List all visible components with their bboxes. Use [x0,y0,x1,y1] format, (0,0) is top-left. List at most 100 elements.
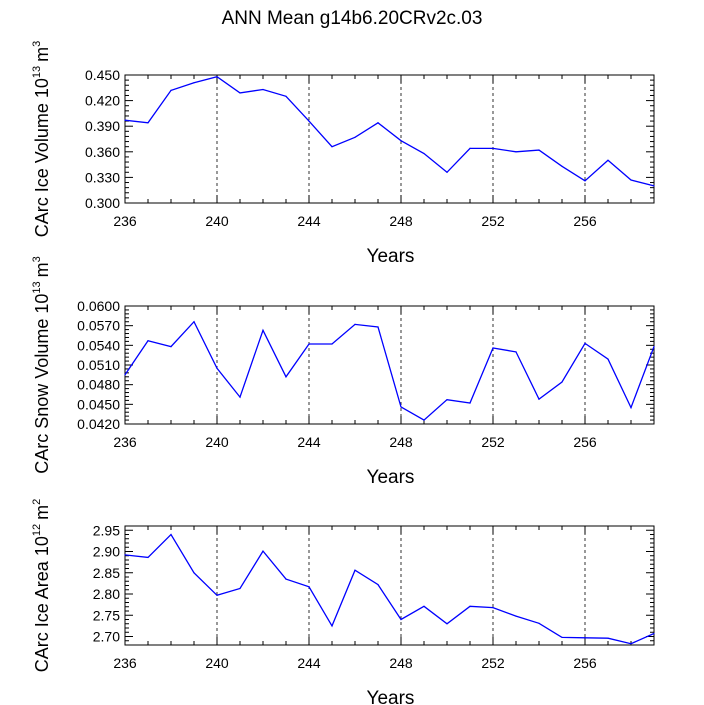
y-tick-label: 0.360 [85,144,120,160]
data-point [285,376,287,378]
y-axis-label-unit: m [32,262,52,277]
panel-3: 2.70 2.75 2.80 2.85 2.90 2.95 236 240 244 248 252 2… [31,499,655,705]
data-point [216,367,218,369]
data-point [469,605,471,607]
data-point [446,171,448,173]
y-tick-label: 2.90 [93,544,120,560]
y-axis-label-exponent: 13 [31,66,43,78]
data-point [377,122,379,124]
data-point [354,569,356,571]
x-tick-label: 240 [205,655,229,671]
data-point [262,88,264,91]
x-tick-label: 256 [573,655,597,671]
y-axis-label-main: CArc Ice Volume 10 [32,78,52,237]
data-point [170,89,172,91]
data-point [561,636,563,638]
data-point [492,607,494,609]
x-tick-label: 240 [205,213,229,229]
y-axis-label: CArc Snow Volume 1013 m3 [31,256,52,473]
data-point [538,149,540,151]
y-tick-label: 0.0540 [77,337,120,353]
y-tick-label: 2.95 [93,522,120,538]
chart-title: ANN Mean g14b6.20CRv2c.03 [221,8,483,29]
data-point [262,329,264,331]
y-axis-label-unit-exponent: 2 [31,499,43,505]
data-point [193,321,195,323]
data-point [561,381,563,383]
data-point [653,346,655,348]
data-point [331,625,333,627]
plot-frame [124,525,655,646]
data-point [515,615,517,617]
y-axis-label-unit: m [32,505,52,520]
y-axis-label-unit-exponent: 3 [31,41,43,47]
data-point [331,146,333,148]
data-point [193,82,195,84]
data-point [262,550,264,552]
y-tick-label: 0.450 [85,67,120,83]
y-tick-label: 0.0600 [77,298,120,314]
data-point [515,151,517,153]
y-axis-label: CArc Ice Area 1012 m2 [31,499,52,672]
y-tick-label: 0.0510 [77,357,120,373]
data-point [469,147,471,149]
x-tick-label: 256 [573,434,597,450]
panel-1: 0.300 0.330 0.360 0.390 0.420 0.450 236 240 244 2… [31,41,655,267]
data-point [239,92,241,94]
data-point [492,347,494,349]
data-point [193,572,195,574]
data-point [607,358,609,360]
y-tick-label: 0.330 [85,169,120,185]
data-point [124,119,126,121]
data-point [653,185,655,187]
x-tick-label: 248 [389,213,413,229]
x-tick-label: 244 [297,213,321,229]
plot-frame [124,74,655,204]
data-point [561,165,563,167]
y-tick-label: 0.0450 [77,396,120,412]
data-point [400,140,402,142]
data-point [446,399,448,401]
series-line [124,320,655,421]
data-point [607,637,609,639]
x-tick-label: 252 [481,655,505,671]
data-point [216,594,218,596]
data-point [446,623,448,625]
data-point [147,340,149,342]
y-tick-label: 0.390 [85,118,120,134]
y-tick-label: 0.0420 [77,416,120,432]
y-tick-label: 2.70 [93,629,120,645]
data-point [124,374,126,376]
y-tick-label: 0.0570 [77,318,120,334]
panel-2: 0.0420 0.0450 0.0480 0.0510 0.0540 0.0570 0.06… [31,256,655,488]
y-tick-label: 2.75 [93,607,120,623]
x-tick-label: 236 [113,213,137,229]
data-point [400,618,402,621]
x-tick-label: 236 [113,434,137,450]
data-point [147,122,149,124]
data-point [170,346,172,348]
y-tick-label: 2.85 [93,565,120,581]
data-point [170,533,172,536]
data-point [538,622,540,624]
x-tick-label: 256 [573,213,597,229]
y-tick-label: 0.0480 [77,377,120,393]
x-tick-label: 248 [389,655,413,671]
x-tick-label: 252 [481,434,505,450]
data-point [584,180,586,182]
data-point [377,326,379,328]
data-point [308,343,310,345]
y-axis-label-unit: m [32,47,52,62]
series-line [124,75,655,187]
x-tick-label: 252 [481,213,505,229]
x-axis-label: Years [367,467,415,488]
data-point [538,398,540,400]
data-point [630,179,632,181]
data-point [469,402,471,404]
data-point [147,556,149,559]
data-point [423,419,425,421]
x-axis-label: Years [367,688,415,705]
data-point [377,584,379,586]
